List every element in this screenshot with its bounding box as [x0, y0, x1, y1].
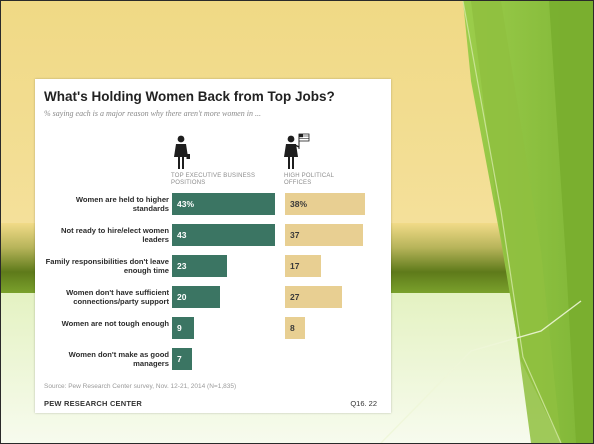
chart-source: Source: Pew Research Center survey, Nov.… — [44, 383, 237, 390]
category-label: Women are held to higher standards — [75, 195, 169, 213]
column-label-business: TOP EXECUTIVE BUSINESS POSITIONS — [171, 173, 256, 186]
category-label: Family responsibilities don't leave enou… — [45, 257, 169, 275]
category-label: Women don't make as good managers — [68, 350, 169, 368]
bar-business: 9 — [172, 317, 194, 339]
category-label: Not ready to hire/elect women leaders — [60, 226, 169, 244]
bar-value-label: 38% — [290, 199, 308, 209]
category-label: Women don't have sufficient connections/… — [66, 288, 169, 306]
bar-value-label: 20 — [177, 292, 187, 302]
bar-value-label: 43 — [177, 230, 187, 240]
bar-value-label: 43% — [177, 199, 195, 209]
politician-woman-flag-icon — [284, 133, 310, 169]
bar-value-label: 8 — [290, 323, 295, 333]
bar-business: 20 — [172, 286, 220, 308]
bar-business: 43 — [172, 224, 275, 246]
bar-business: 7 — [172, 348, 192, 370]
category-label: Women are not tough enough — [61, 319, 169, 328]
bar-political: 38% — [285, 193, 365, 215]
chart-title: What's Holding Women Back from Top Jobs? — [44, 89, 335, 104]
bar-value-label: 17 — [290, 261, 300, 271]
bar-value-label: 23 — [177, 261, 187, 271]
bar-business: 43% — [172, 193, 275, 215]
question-code: Q16. 22 — [350, 399, 377, 408]
bar-political: 37 — [285, 224, 363, 246]
organization-name: PEW RESEARCH CENTER — [44, 399, 142, 408]
bar-value-label: 9 — [177, 323, 182, 333]
businesswoman-icon — [174, 135, 190, 169]
chart-subtitle: % saying each is a major reason why ther… — [44, 109, 261, 118]
bar-business: 23 — [172, 255, 227, 277]
bar-value-label: 7 — [177, 354, 182, 364]
bar-political: 8 — [285, 317, 305, 339]
column-label-political: HIGH POLITICAL OFFICES — [284, 173, 334, 186]
bar-value-label: 27 — [290, 292, 300, 302]
bar-political: 27 — [285, 286, 342, 308]
bar-political: 17 — [285, 255, 321, 277]
chart-card: What's Holding Women Back from Top Jobs?… — [35, 79, 391, 413]
bar-value-label: 37 — [290, 230, 300, 240]
